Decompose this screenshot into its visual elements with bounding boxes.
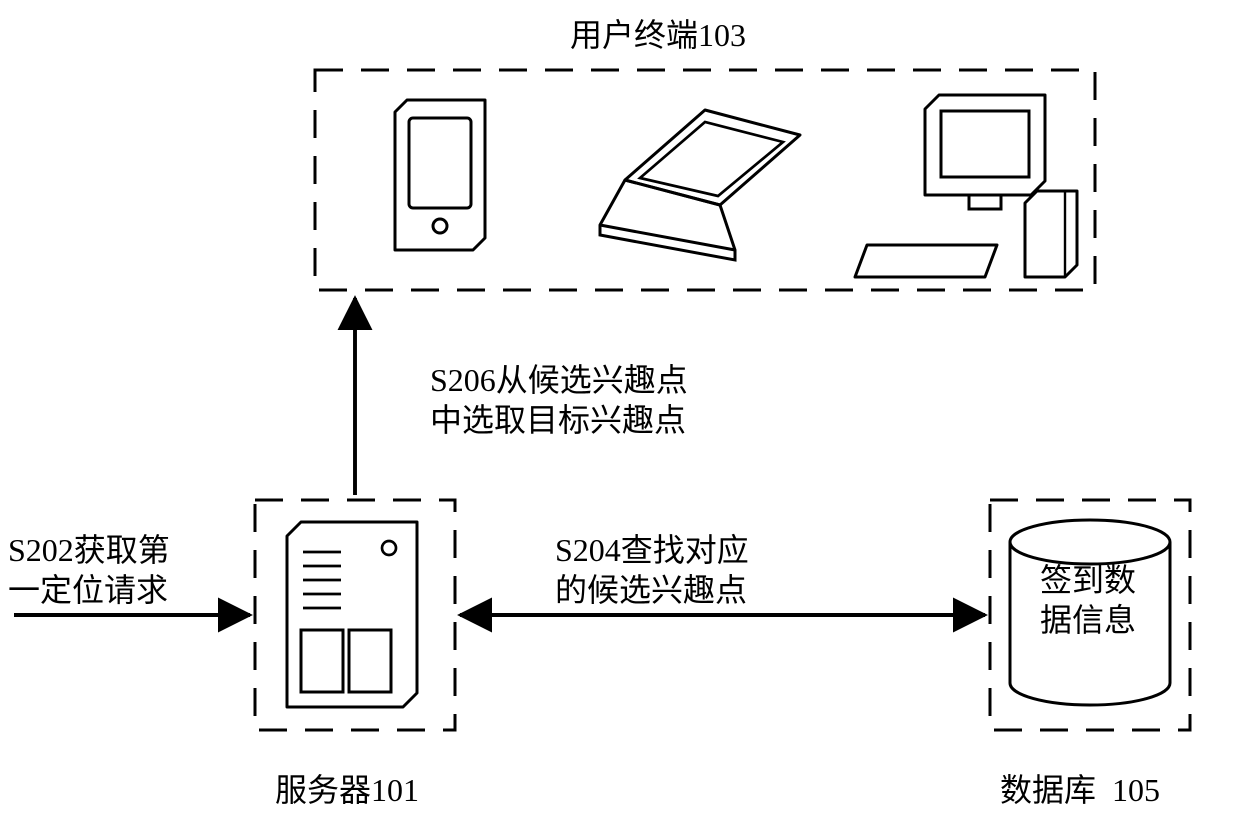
label-s202: S202获取第 一定位请求 bbox=[8, 530, 170, 610]
server-icon bbox=[287, 522, 417, 707]
tablet-icon bbox=[395, 100, 485, 250]
terminals-title: 用户终端103 bbox=[570, 15, 746, 55]
label-database: 数据库 105 bbox=[1000, 770, 1160, 810]
diagram-root: 用户终端103 S206从候选兴趣点 中选取目标兴趣点 S202获取第 一定位请… bbox=[0, 0, 1239, 829]
server-box bbox=[255, 500, 455, 730]
label-server: 服务器101 bbox=[275, 770, 419, 810]
laptop-icon bbox=[600, 110, 800, 260]
label-db-inside: 签到数 据信息 bbox=[1040, 560, 1136, 640]
desktop-icon bbox=[855, 95, 1077, 277]
terminals-box bbox=[315, 70, 1095, 290]
label-s204: S204查找对应 的候选兴趣点 bbox=[555, 530, 749, 610]
label-s206: S206从候选兴趣点 中选取目标兴趣点 bbox=[430, 360, 688, 440]
